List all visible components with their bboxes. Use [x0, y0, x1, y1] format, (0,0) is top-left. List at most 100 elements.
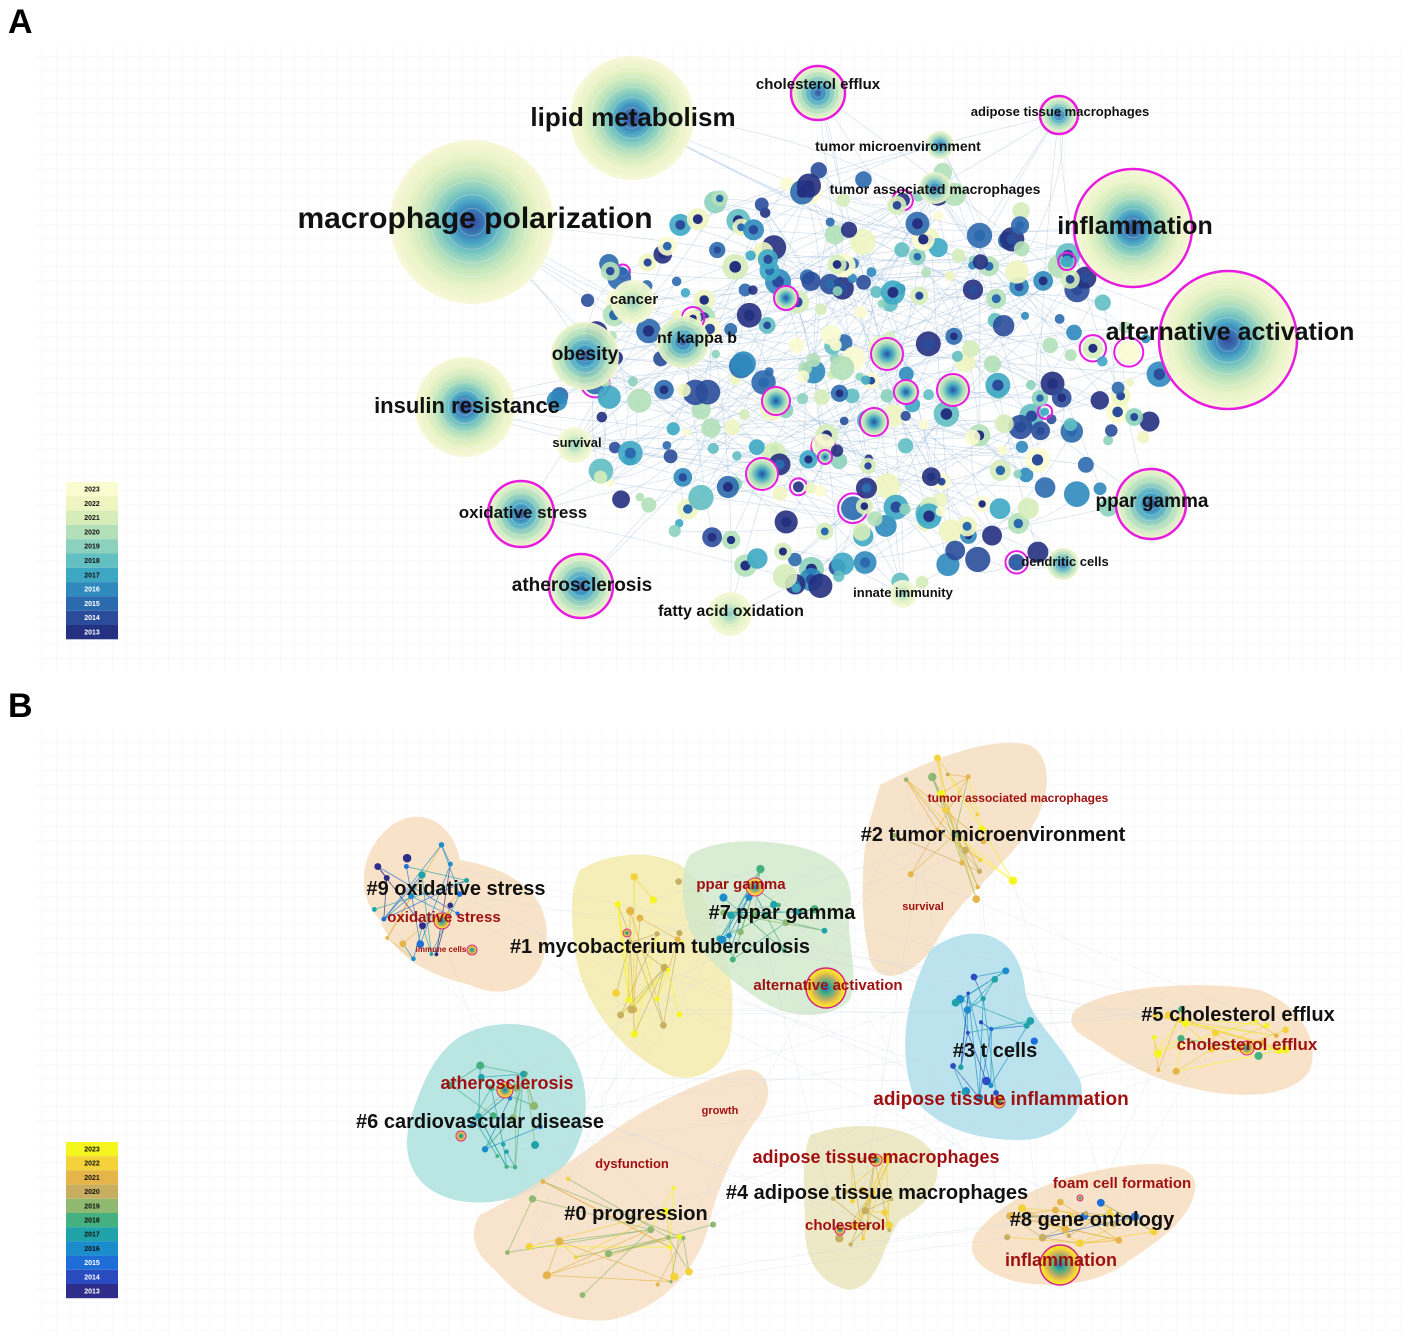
- keyword-node: [737, 928, 744, 936]
- keyword-node: [1063, 417, 1078, 432]
- keyword-node: [989, 1026, 994, 1032]
- keyword-label: alternative activation: [753, 977, 902, 994]
- network-edge: [478, 1065, 481, 1117]
- network-edge: [722, 939, 785, 951]
- network-edge: [480, 1065, 516, 1168]
- keyword-node: [1034, 477, 1056, 498]
- network-edge: [656, 836, 958, 935]
- network-edge: [653, 868, 761, 901]
- keyword-node: [608, 441, 621, 454]
- keyword-node: [933, 401, 960, 427]
- cluster-label: #4 adipose tissue macrophages: [726, 1182, 1028, 1204]
- keyword-hub-node: [390, 140, 554, 304]
- network-edge: [584, 332, 890, 357]
- keyword-node: [1113, 336, 1145, 368]
- keyword-label: adipose tissue inflammation: [873, 1089, 1129, 1110]
- network-edge: [631, 868, 761, 1010]
- keyword-node: [504, 1164, 509, 1169]
- keyword-node: [757, 249, 779, 270]
- network-edge: [542, 1181, 671, 1248]
- network-edge: [608, 1236, 680, 1255]
- network-edge: [960, 1032, 969, 1068]
- keyword-node: [754, 197, 769, 212]
- legend-year: 2013: [84, 1289, 100, 1296]
- network-edge: [633, 933, 658, 1035]
- keyword-label: nf kappa b: [657, 330, 737, 347]
- keyword-node: [1253, 1019, 1258, 1024]
- keyword-node: [950, 1062, 956, 1069]
- keyword-node: [849, 1157, 854, 1161]
- keyword-node: [604, 1250, 613, 1258]
- keyword-node: [691, 400, 711, 420]
- keyword-node: [745, 250, 756, 261]
- keyword-node: [858, 1186, 867, 1195]
- keyword-node: [992, 314, 1015, 337]
- keyword-label: dysfunction: [595, 1156, 669, 1171]
- network-edge: [765, 915, 785, 951]
- network-edge: [490, 1088, 504, 1145]
- keyword-node-highlight: [622, 928, 632, 938]
- network-edge: [582, 1229, 652, 1296]
- keyword-node: [669, 213, 692, 236]
- network-edge: [656, 969, 669, 1000]
- keyword-node: [801, 271, 821, 291]
- keyword-label: obesity: [552, 344, 619, 365]
- keyword-node: [745, 893, 753, 901]
- keyword-node: [875, 1225, 880, 1230]
- legend-swatch: [66, 510, 118, 525]
- legend-year: 2017: [84, 572, 100, 579]
- keyword-node: [830, 384, 849, 402]
- keyword-label: insulin resistance: [374, 393, 560, 418]
- burst-node: [761, 386, 791, 416]
- network-edge: [1011, 1215, 1107, 1225]
- legend-year: 2019: [84, 1203, 100, 1210]
- legend-swatch: [66, 1156, 118, 1171]
- legend-swatch: [66, 567, 118, 583]
- network-edge: [520, 415, 1032, 515]
- keyword-node: [682, 428, 691, 437]
- keyword-node: [1164, 1011, 1172, 1019]
- panel-b-year-legend: 2023 2022 2021 2020 2019 2018 2017 2016 2015 2014…: [66, 1142, 118, 1299]
- network-edge: [1110, 1032, 1216, 1211]
- keyword-node: [951, 248, 966, 263]
- network-edge: [522, 1074, 535, 1106]
- keyword-node: [671, 1186, 676, 1190]
- panel-b-letter: B: [8, 687, 33, 725]
- network-edge: [567, 1033, 635, 1179]
- keyword-node: [804, 482, 816, 494]
- keyword-node: [945, 327, 963, 345]
- keyword-node: [1097, 356, 1108, 367]
- keyword-node: [985, 372, 1011, 398]
- network-edge: [478, 1116, 507, 1167]
- keyword-node: [478, 1073, 485, 1081]
- keyword-node: [789, 337, 805, 353]
- keyword-node-highlight: [466, 944, 478, 956]
- keyword-node: [763, 913, 769, 919]
- network-edge: [728, 935, 984, 999]
- network-edge: [481, 1073, 524, 1078]
- keyword-label: survival: [902, 901, 944, 913]
- network-edge: [871, 261, 973, 273]
- keyword-node: [966, 222, 993, 249]
- keyword-node: [1064, 349, 1077, 362]
- keyword-node: [885, 1221, 893, 1230]
- keyword-node: [672, 309, 682, 319]
- keyword-hub-node: [1038, 94, 1080, 136]
- network-edge: [1011, 1209, 1056, 1217]
- burst-node: [936, 373, 970, 407]
- network-edge: [450, 905, 991, 1086]
- network-edge: [617, 904, 664, 1026]
- network-edge: [864, 1198, 892, 1212]
- keyword-node: [630, 873, 638, 881]
- keyword-node: [965, 546, 991, 573]
- network-edge: [902, 431, 1073, 595]
- keyword-node: [520, 1070, 527, 1078]
- keyword-node: [512, 1083, 521, 1092]
- network-edge: [1060, 1201, 1120, 1241]
- keyword-node: [540, 1179, 546, 1184]
- network-edge: [1155, 1020, 1256, 1054]
- network-edge: [874, 1159, 890, 1231]
- network-edge: [934, 187, 1101, 489]
- keyword-label: atherosclerosis: [440, 1073, 573, 1093]
- keyword-node: [707, 442, 719, 454]
